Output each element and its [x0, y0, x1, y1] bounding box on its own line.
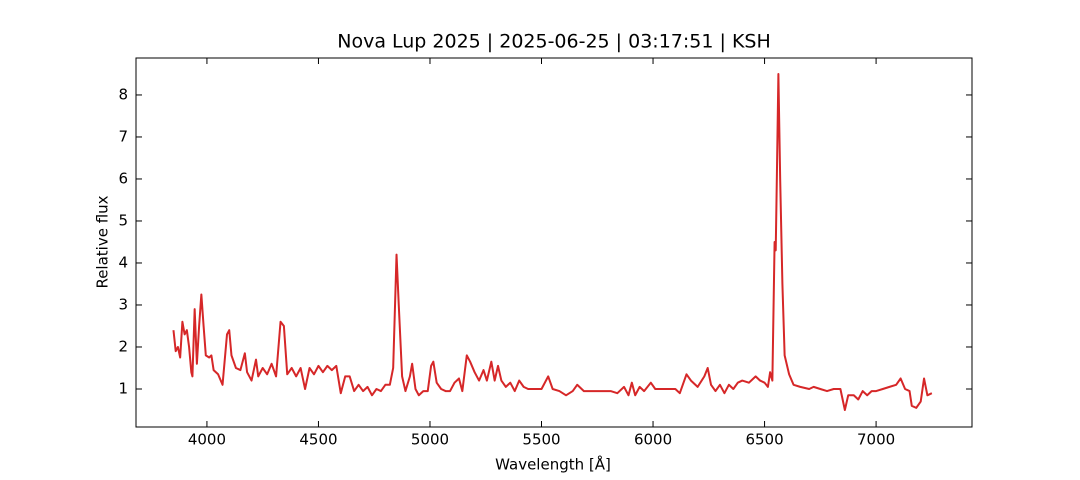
x-tick-label: 4500: [299, 431, 337, 449]
y-axis-label: Relative flux: [94, 195, 112, 288]
y-tick-label: 8: [118, 85, 128, 103]
plot-frame: [135, 57, 973, 428]
spectrum-line: [172, 72, 933, 411]
x-tick-label: 5000: [411, 431, 449, 449]
x-tick-label: 6500: [745, 431, 783, 449]
x-tick-label: 4000: [188, 431, 226, 449]
y-tick-label: 5: [118, 211, 128, 229]
y-tick-label: 6: [118, 169, 128, 187]
x-axis-label: Wavelength [Å]: [495, 455, 611, 474]
y-tick-label: 3: [118, 295, 128, 313]
x-tick-label: 5500: [522, 431, 560, 449]
y-tick-label: 7: [118, 127, 128, 145]
y-tick-label: 4: [118, 253, 128, 271]
x-tick-label: 6000: [634, 431, 672, 449]
y-tick-label: 1: [118, 379, 128, 397]
x-tick-label: 7000: [857, 431, 895, 449]
y-tick-label: 2: [118, 337, 128, 355]
chart-title: Nova Lup 2025 | 2025-06-25 | 03:17:51 | …: [337, 31, 771, 53]
